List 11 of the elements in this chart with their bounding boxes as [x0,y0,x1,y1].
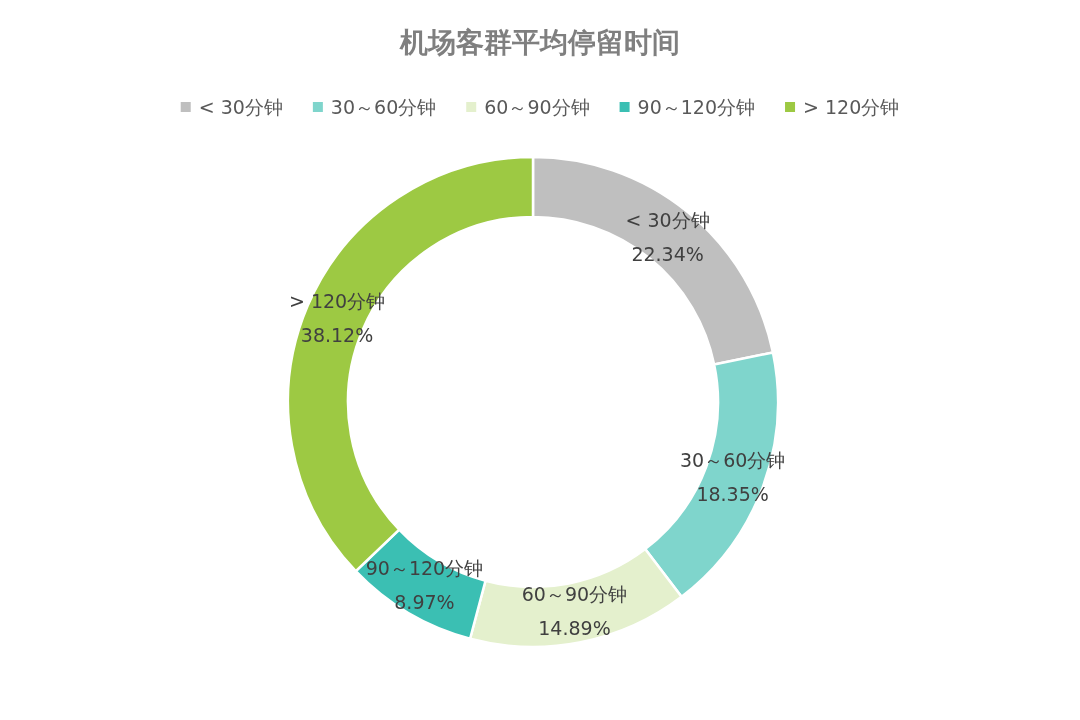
legend-label: 90～120分钟 [637,96,756,118]
legend-label: < 30分钟 [198,96,283,118]
legend-label: > 120分钟 [803,96,900,118]
legend-label: 30～60分钟 [330,96,437,118]
data-label: 22.34% [631,242,704,265]
legend-label: 60～90分钟 [484,96,590,118]
slice-label: 60～90分钟 [521,583,628,606]
data-label: 8.97% [394,591,455,614]
chart-title: 机场客群平均停留时间 [399,25,680,59]
slice-label: < 30分钟 [625,208,710,231]
data-label: 14.89% [538,617,611,640]
